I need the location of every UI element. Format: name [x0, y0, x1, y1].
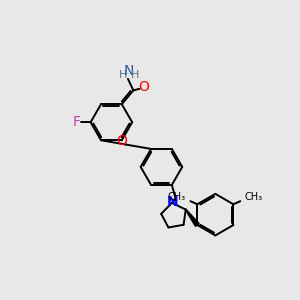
Text: F: F [73, 115, 81, 129]
Text: O: O [117, 134, 128, 148]
Text: N: N [124, 64, 134, 78]
Text: H: H [118, 70, 127, 80]
Text: H: H [131, 70, 139, 80]
Polygon shape [185, 209, 199, 226]
Text: CH₃: CH₃ [245, 192, 263, 202]
Text: O: O [139, 80, 150, 94]
Text: CH₃: CH₃ [168, 192, 186, 202]
Text: N: N [167, 195, 178, 209]
